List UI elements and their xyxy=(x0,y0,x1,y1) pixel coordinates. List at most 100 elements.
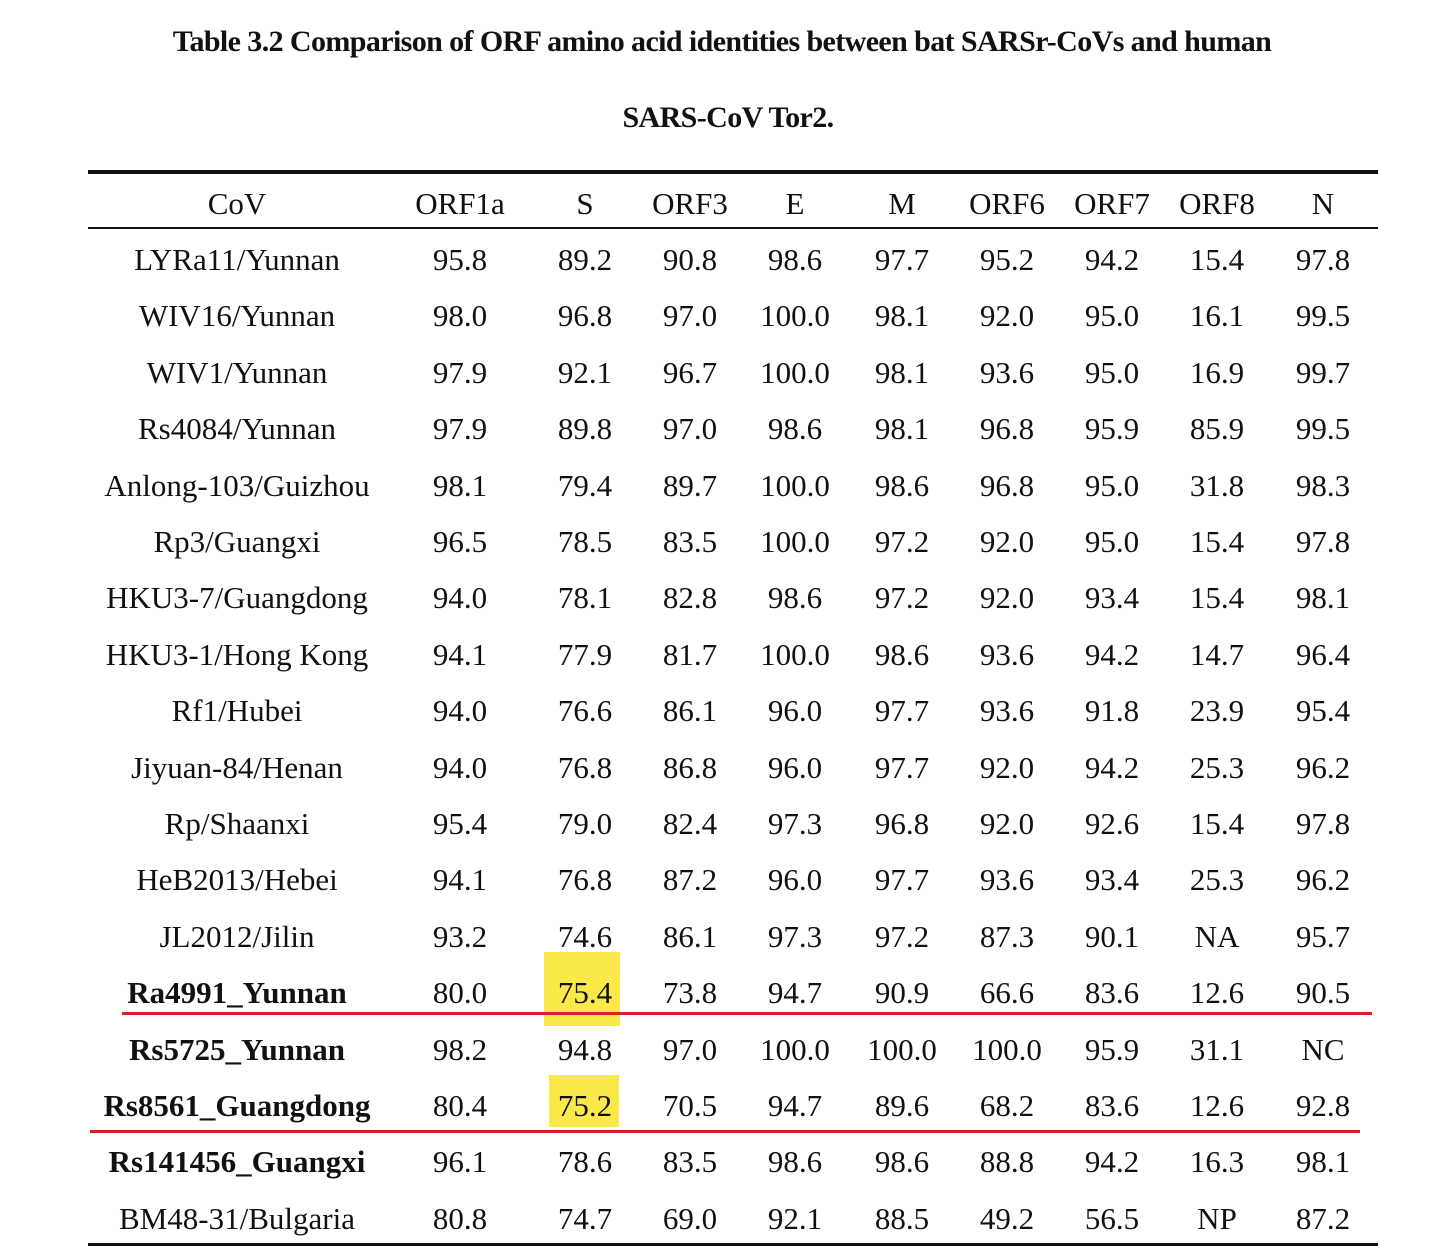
row-label: HKU3-1/Hong Kong xyxy=(105,636,369,672)
table-cell: 92.0 xyxy=(979,524,1035,559)
red-line xyxy=(90,1130,1360,1133)
table-cell: 87.3 xyxy=(979,918,1035,954)
table-cell: 25.3 xyxy=(1189,862,1245,898)
table-cell: 56.5 xyxy=(1084,1200,1140,1236)
table-cell: 97.8 xyxy=(1295,806,1351,841)
column-header: ORF6 xyxy=(969,186,1045,221)
table-cell: 97.7 xyxy=(874,862,930,898)
table-cell: 96.4 xyxy=(1295,636,1351,672)
table-cell: 93.4 xyxy=(1084,862,1140,898)
table-cell: 12.6 xyxy=(1189,1088,1245,1123)
column-header: S xyxy=(576,186,594,221)
table-cell: 97.7 xyxy=(874,242,930,277)
highlight xyxy=(549,1075,619,1127)
table-cell: 89.6 xyxy=(874,1088,930,1123)
table-cell: 89.2 xyxy=(557,242,613,277)
table-cell: 89.7 xyxy=(662,467,718,503)
table-cell: 81.7 xyxy=(662,636,718,672)
table-cell: 90.5 xyxy=(1295,975,1351,1011)
table-cell: 100.0 xyxy=(867,1031,937,1067)
table-cell: 96.8 xyxy=(557,298,613,334)
table-cell: 79.0 xyxy=(557,806,613,841)
red-line xyxy=(122,1012,1372,1015)
table-cell: 97.8 xyxy=(1295,242,1351,277)
row-label: WIV1/Yunnan xyxy=(146,354,328,390)
table-cell: 95.0 xyxy=(1084,354,1140,390)
table-cell: 78.5 xyxy=(557,524,613,559)
table-cell: 93.2 xyxy=(432,918,488,954)
table-cell: 98.6 xyxy=(874,636,930,672)
table-cell: 94.2 xyxy=(1084,636,1140,672)
table-cell: 97.3 xyxy=(767,806,823,841)
table-cell: 79.4 xyxy=(557,467,613,503)
table-cell: 74.7 xyxy=(557,1200,613,1236)
table-cell: 91.8 xyxy=(1084,693,1140,729)
table-cell: 97.0 xyxy=(662,1031,718,1067)
table-cell: 98.2 xyxy=(432,1031,488,1067)
row-label: Rs4084/Yunnan xyxy=(137,411,337,447)
table-cell: 90.8 xyxy=(662,242,718,277)
table-cell: 97.0 xyxy=(662,411,718,447)
table-cell: 86.1 xyxy=(662,918,718,954)
row-label: Rp/Shaanxi xyxy=(164,806,310,841)
table-cell: 74.6 xyxy=(557,918,613,954)
table-cell: 100.0 xyxy=(760,467,830,503)
row-label: Rs5725_Yunnan xyxy=(129,1031,345,1067)
table-cell: 96.8 xyxy=(979,411,1035,447)
table-cell: 97.9 xyxy=(432,411,488,447)
table-cell: 99.7 xyxy=(1295,354,1351,390)
row-label: Rs8561_Guangdong xyxy=(103,1088,371,1123)
row-label: JL2012/Jilin xyxy=(159,918,315,954)
table-cell: 86.1 xyxy=(662,693,718,729)
table-cell: 97.7 xyxy=(874,749,930,785)
table-cell: 66.6 xyxy=(979,975,1035,1011)
table-cell: 92.6 xyxy=(1084,806,1140,841)
table-cell: 92.8 xyxy=(1295,1088,1351,1123)
table-cell: 14.7 xyxy=(1189,636,1245,672)
table-cell: 92.0 xyxy=(979,806,1035,841)
table-cell: 94.0 xyxy=(432,580,488,616)
row-label: BM48-31/Bulgaria xyxy=(119,1200,355,1236)
row-label: Rs141456_Guangxi xyxy=(108,1144,366,1180)
table-cell: 98.6 xyxy=(767,1144,823,1180)
table-cell: 96.7 xyxy=(662,354,718,390)
table-cell: 94.7 xyxy=(767,975,823,1011)
table-cell: 85.9 xyxy=(1189,411,1245,447)
table-cell: 31.1 xyxy=(1189,1031,1245,1067)
table-cell: 94.2 xyxy=(1084,1144,1140,1180)
table-cell: 89.8 xyxy=(557,411,613,447)
table-cell: 95.0 xyxy=(1084,298,1140,334)
table-cell: 94.0 xyxy=(432,693,488,729)
column-header: ORF7 xyxy=(1074,186,1150,221)
table-cell: 88.8 xyxy=(979,1144,1035,1180)
table-cell: 93.6 xyxy=(979,636,1035,672)
table-cell: 82.4 xyxy=(662,806,718,841)
table-cell: 100.0 xyxy=(760,524,830,559)
column-header: ORF8 xyxy=(1179,186,1255,221)
table-cell: 68.2 xyxy=(979,1088,1035,1123)
row-label: Rp3/Guangxi xyxy=(153,524,321,559)
table-cell: 23.9 xyxy=(1189,693,1245,729)
table-cell: NC xyxy=(1301,1031,1345,1067)
table-cell: 94.1 xyxy=(432,862,488,898)
table-cell: 83.6 xyxy=(1084,1088,1140,1123)
table-cell: 78.6 xyxy=(557,1144,613,1180)
table-cell: 96.0 xyxy=(767,862,823,898)
table-cell: 73.8 xyxy=(662,975,718,1011)
table-cell: 97.3 xyxy=(767,918,823,954)
table-cell: 77.9 xyxy=(557,636,613,672)
table-cell: 16.1 xyxy=(1189,298,1245,334)
table-cell: 93.6 xyxy=(979,354,1035,390)
table-cell: 12.6 xyxy=(1189,975,1245,1011)
table-cell: 94.1 xyxy=(432,636,488,672)
row-label: WIV16/Yunnan xyxy=(138,298,336,334)
table-cell: 92.0 xyxy=(979,580,1035,616)
column-header: E xyxy=(785,186,805,221)
column-header: M xyxy=(888,186,916,221)
table-cell: 100.0 xyxy=(760,354,830,390)
table-cell: 82.8 xyxy=(662,580,718,616)
table-cell: 92.0 xyxy=(979,298,1035,334)
table-cell: 98.6 xyxy=(767,411,823,447)
table-cell: 96.8 xyxy=(979,467,1035,503)
